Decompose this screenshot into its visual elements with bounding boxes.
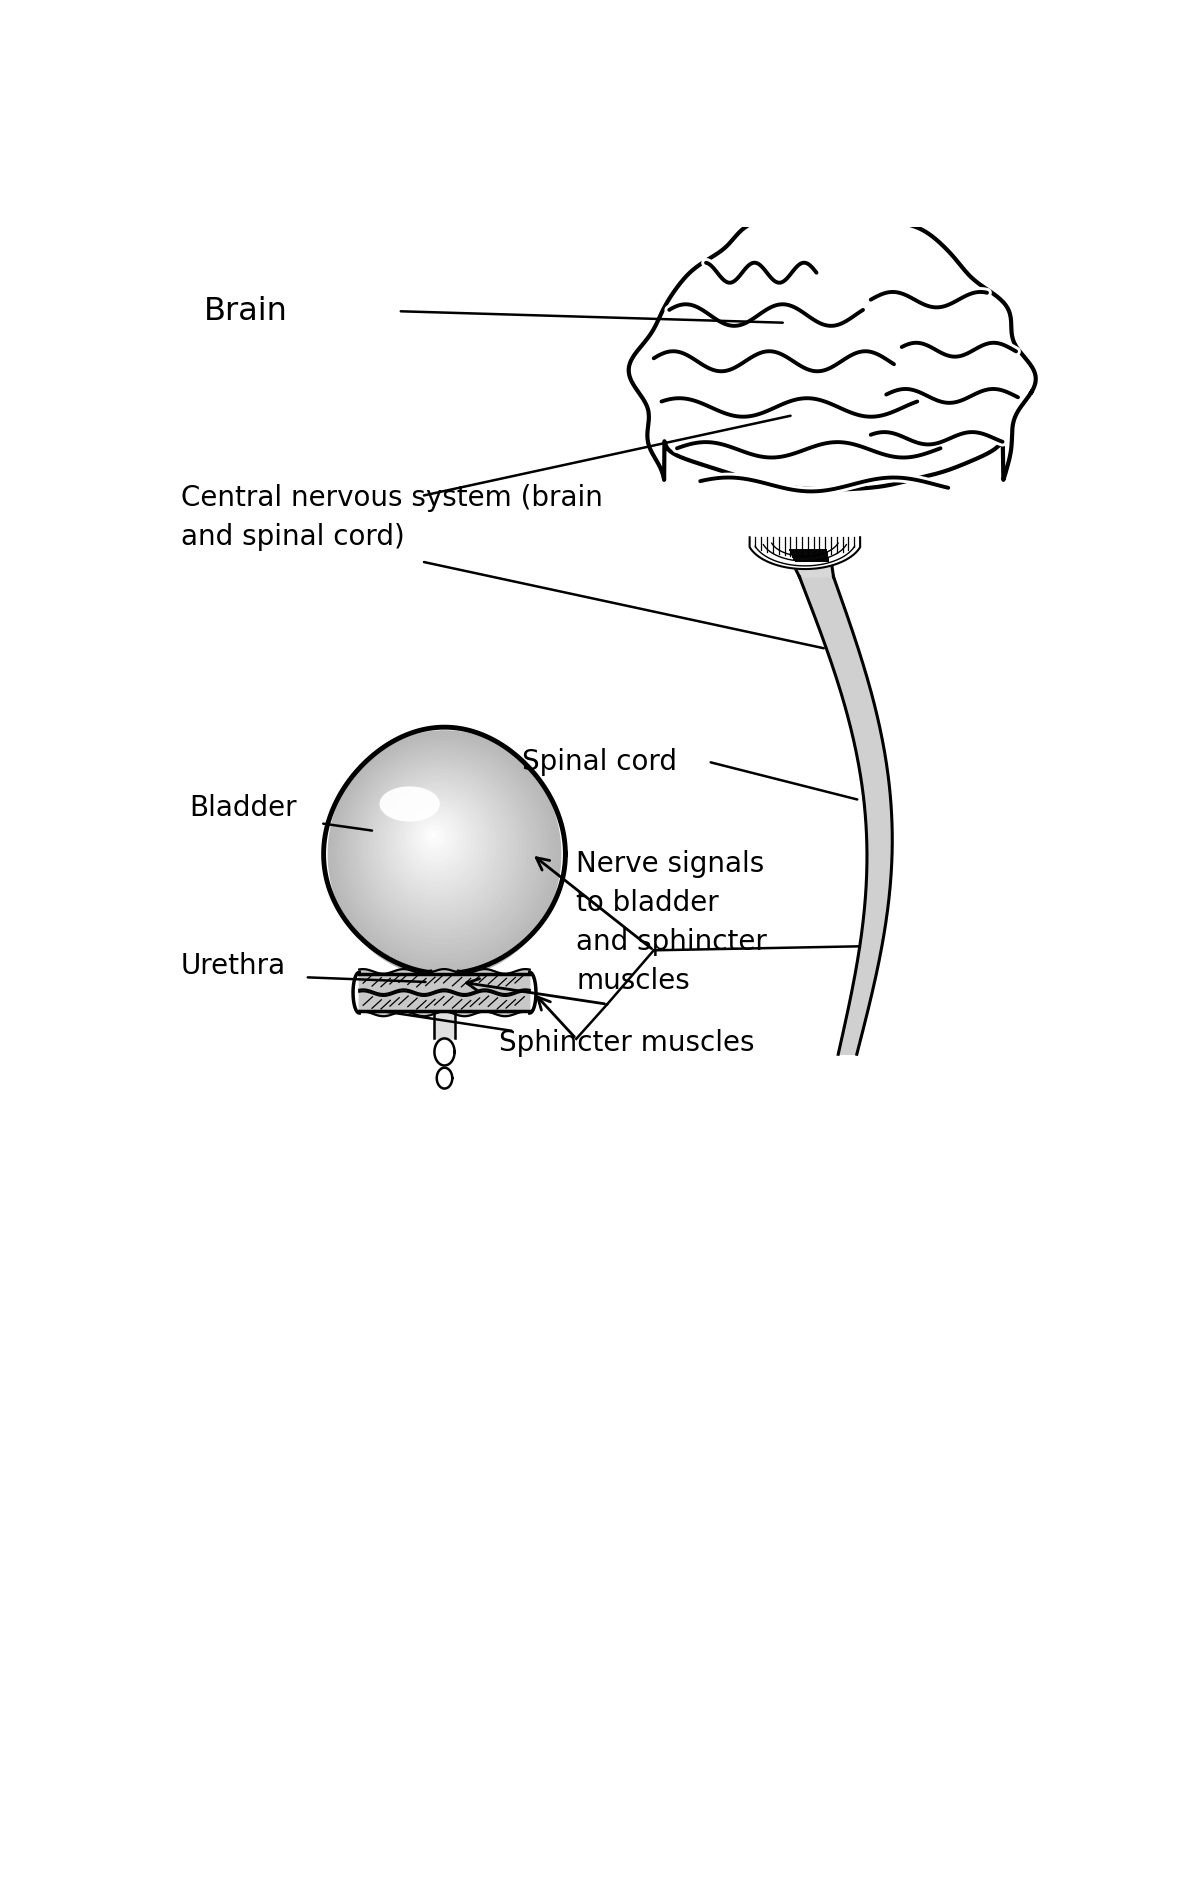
Text: Bladder: Bladder bbox=[188, 794, 296, 822]
Polygon shape bbox=[781, 542, 834, 578]
Polygon shape bbox=[356, 759, 526, 939]
Polygon shape bbox=[335, 739, 552, 968]
Polygon shape bbox=[359, 970, 529, 994]
Polygon shape bbox=[329, 731, 560, 977]
Text: Sphincter muscles: Sphincter muscles bbox=[499, 1028, 755, 1057]
Polygon shape bbox=[349, 752, 535, 949]
Text: Nerve signals
to bladder
and sphincter
muscles: Nerve signals to bladder and sphincter m… bbox=[576, 850, 767, 994]
Polygon shape bbox=[434, 1038, 455, 1066]
Polygon shape bbox=[364, 765, 517, 930]
Polygon shape bbox=[431, 972, 458, 992]
Polygon shape bbox=[374, 777, 504, 915]
Polygon shape bbox=[750, 538, 860, 568]
Polygon shape bbox=[433, 1011, 455, 1038]
Polygon shape bbox=[367, 769, 514, 924]
Polygon shape bbox=[409, 813, 461, 867]
Polygon shape bbox=[799, 578, 893, 1055]
Polygon shape bbox=[389, 790, 487, 896]
Polygon shape bbox=[331, 735, 557, 972]
Polygon shape bbox=[424, 826, 444, 847]
Polygon shape bbox=[360, 763, 522, 934]
Polygon shape bbox=[378, 780, 500, 909]
Polygon shape bbox=[398, 801, 474, 881]
Text: Urethra: Urethra bbox=[181, 951, 286, 979]
Polygon shape bbox=[346, 748, 539, 953]
Polygon shape bbox=[392, 794, 482, 890]
Polygon shape bbox=[629, 216, 1036, 489]
Polygon shape bbox=[342, 744, 544, 958]
Text: Brain: Brain bbox=[204, 295, 288, 326]
Polygon shape bbox=[427, 830, 439, 843]
Polygon shape bbox=[406, 809, 466, 871]
Text: Spinal cord: Spinal cord bbox=[522, 748, 677, 777]
Polygon shape bbox=[353, 756, 530, 943]
Polygon shape bbox=[416, 818, 452, 856]
Polygon shape bbox=[402, 805, 470, 877]
Polygon shape bbox=[385, 788, 492, 900]
Polygon shape bbox=[382, 784, 496, 905]
Polygon shape bbox=[359, 991, 529, 1017]
Polygon shape bbox=[437, 1068, 452, 1089]
Polygon shape bbox=[413, 814, 457, 862]
Polygon shape bbox=[420, 822, 449, 852]
Polygon shape bbox=[371, 773, 509, 919]
Polygon shape bbox=[431, 833, 436, 837]
Polygon shape bbox=[338, 741, 547, 962]
Polygon shape bbox=[380, 788, 439, 820]
Text: Central nervous system (brain
and spinal cord): Central nervous system (brain and spinal… bbox=[181, 485, 602, 551]
Polygon shape bbox=[396, 797, 479, 886]
